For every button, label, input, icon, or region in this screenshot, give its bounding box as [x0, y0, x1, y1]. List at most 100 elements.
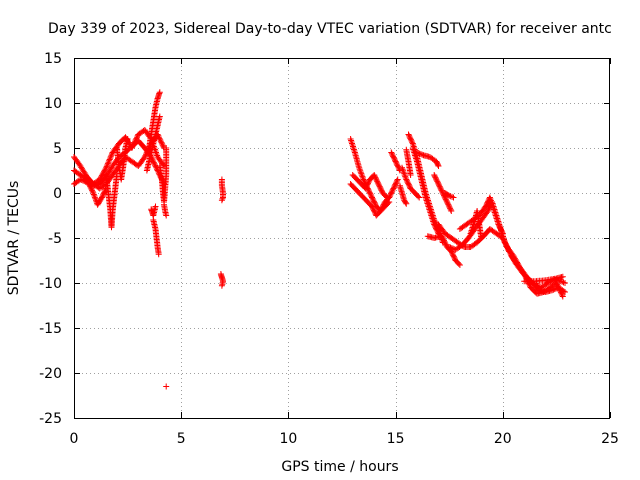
data-point [405, 131, 412, 138]
data-point [159, 142, 166, 149]
data-point [499, 229, 506, 236]
data-point [555, 284, 562, 291]
data-point [496, 222, 503, 229]
data-point [106, 157, 113, 164]
data-point [408, 137, 415, 144]
y-tick-label: -5 [48, 231, 62, 247]
data-point [369, 204, 376, 211]
data-point [521, 272, 528, 279]
data-point [434, 227, 441, 234]
data-point [371, 173, 378, 180]
data-point [417, 151, 424, 158]
data-point [98, 194, 105, 201]
data-point [450, 253, 457, 260]
data-point [559, 273, 566, 280]
data-point [365, 180, 371, 187]
data-point [393, 179, 400, 186]
data-point [557, 289, 564, 296]
data-point [562, 280, 568, 286]
data-point [124, 136, 131, 142]
data-point [442, 195, 449, 202]
data-point [98, 172, 105, 179]
data-point [442, 241, 449, 248]
data-point [450, 194, 457, 201]
data-point [156, 89, 163, 96]
data-point [160, 143, 167, 150]
data-point [105, 159, 112, 166]
data-point [88, 186, 95, 193]
data-point [483, 202, 490, 209]
data-point [437, 233, 444, 240]
data-point [363, 184, 370, 191]
data-point [384, 194, 390, 201]
data-point [89, 187, 96, 194]
data-point [144, 148, 151, 155]
data-point [501, 239, 508, 246]
data-point [107, 153, 114, 160]
data-point [406, 182, 413, 189]
data-point [104, 162, 111, 168]
data-point [156, 113, 163, 120]
x-tick-label: 10 [279, 431, 297, 447]
data-point [374, 178, 381, 185]
data-point [360, 176, 367, 183]
data-point [392, 157, 398, 164]
data-point [390, 185, 397, 192]
data-point [362, 185, 369, 192]
data-points [71, 89, 568, 390]
data-point [157, 136, 164, 143]
data-point [378, 187, 385, 194]
data-point [160, 161, 167, 168]
data-point [392, 158, 399, 165]
data-point [448, 208, 455, 214]
data-point [405, 181, 412, 188]
data-point [101, 168, 107, 175]
data-point [369, 203, 375, 210]
data-point [402, 199, 409, 206]
data-point [416, 194, 423, 201]
data-point [373, 177, 380, 184]
data-point [388, 150, 395, 157]
data-point [557, 288, 564, 295]
x-tick-label: 25 [601, 431, 619, 447]
data-point [163, 383, 170, 390]
data-point [451, 254, 458, 261]
data-point [369, 194, 375, 201]
data-point [156, 135, 163, 142]
data-point [455, 260, 462, 267]
data-point [433, 177, 440, 184]
data-point [526, 281, 533, 288]
y-tick-label: -20 [39, 366, 62, 382]
data-point [415, 193, 422, 200]
y-tick-label: 0 [53, 186, 62, 202]
data-point [361, 177, 368, 184]
data-point [434, 179, 441, 186]
data-point [218, 282, 225, 289]
data-point [446, 192, 453, 199]
data-point [502, 240, 509, 247]
data-point [435, 181, 442, 187]
data-point [371, 199, 378, 206]
data-point [159, 140, 166, 147]
data-point [374, 179, 381, 186]
data-point [437, 186, 444, 193]
data-point [102, 166, 109, 173]
data-point [391, 155, 398, 162]
data-point [456, 262, 463, 268]
data-point [403, 176, 410, 183]
data-point [403, 177, 410, 184]
data-point [498, 227, 505, 234]
data-point [391, 184, 398, 191]
data-point [151, 160, 158, 167]
data-point [103, 163, 110, 170]
data-point [99, 193, 106, 200]
data-point [377, 186, 384, 193]
data-point [434, 178, 441, 185]
x-tick-label: 20 [494, 431, 512, 447]
data-point [108, 152, 115, 159]
data-point [435, 163, 442, 169]
data-point [390, 154, 397, 161]
data-point [495, 221, 502, 228]
data-point [375, 181, 382, 187]
y-tick-label: 15 [44, 51, 62, 67]
